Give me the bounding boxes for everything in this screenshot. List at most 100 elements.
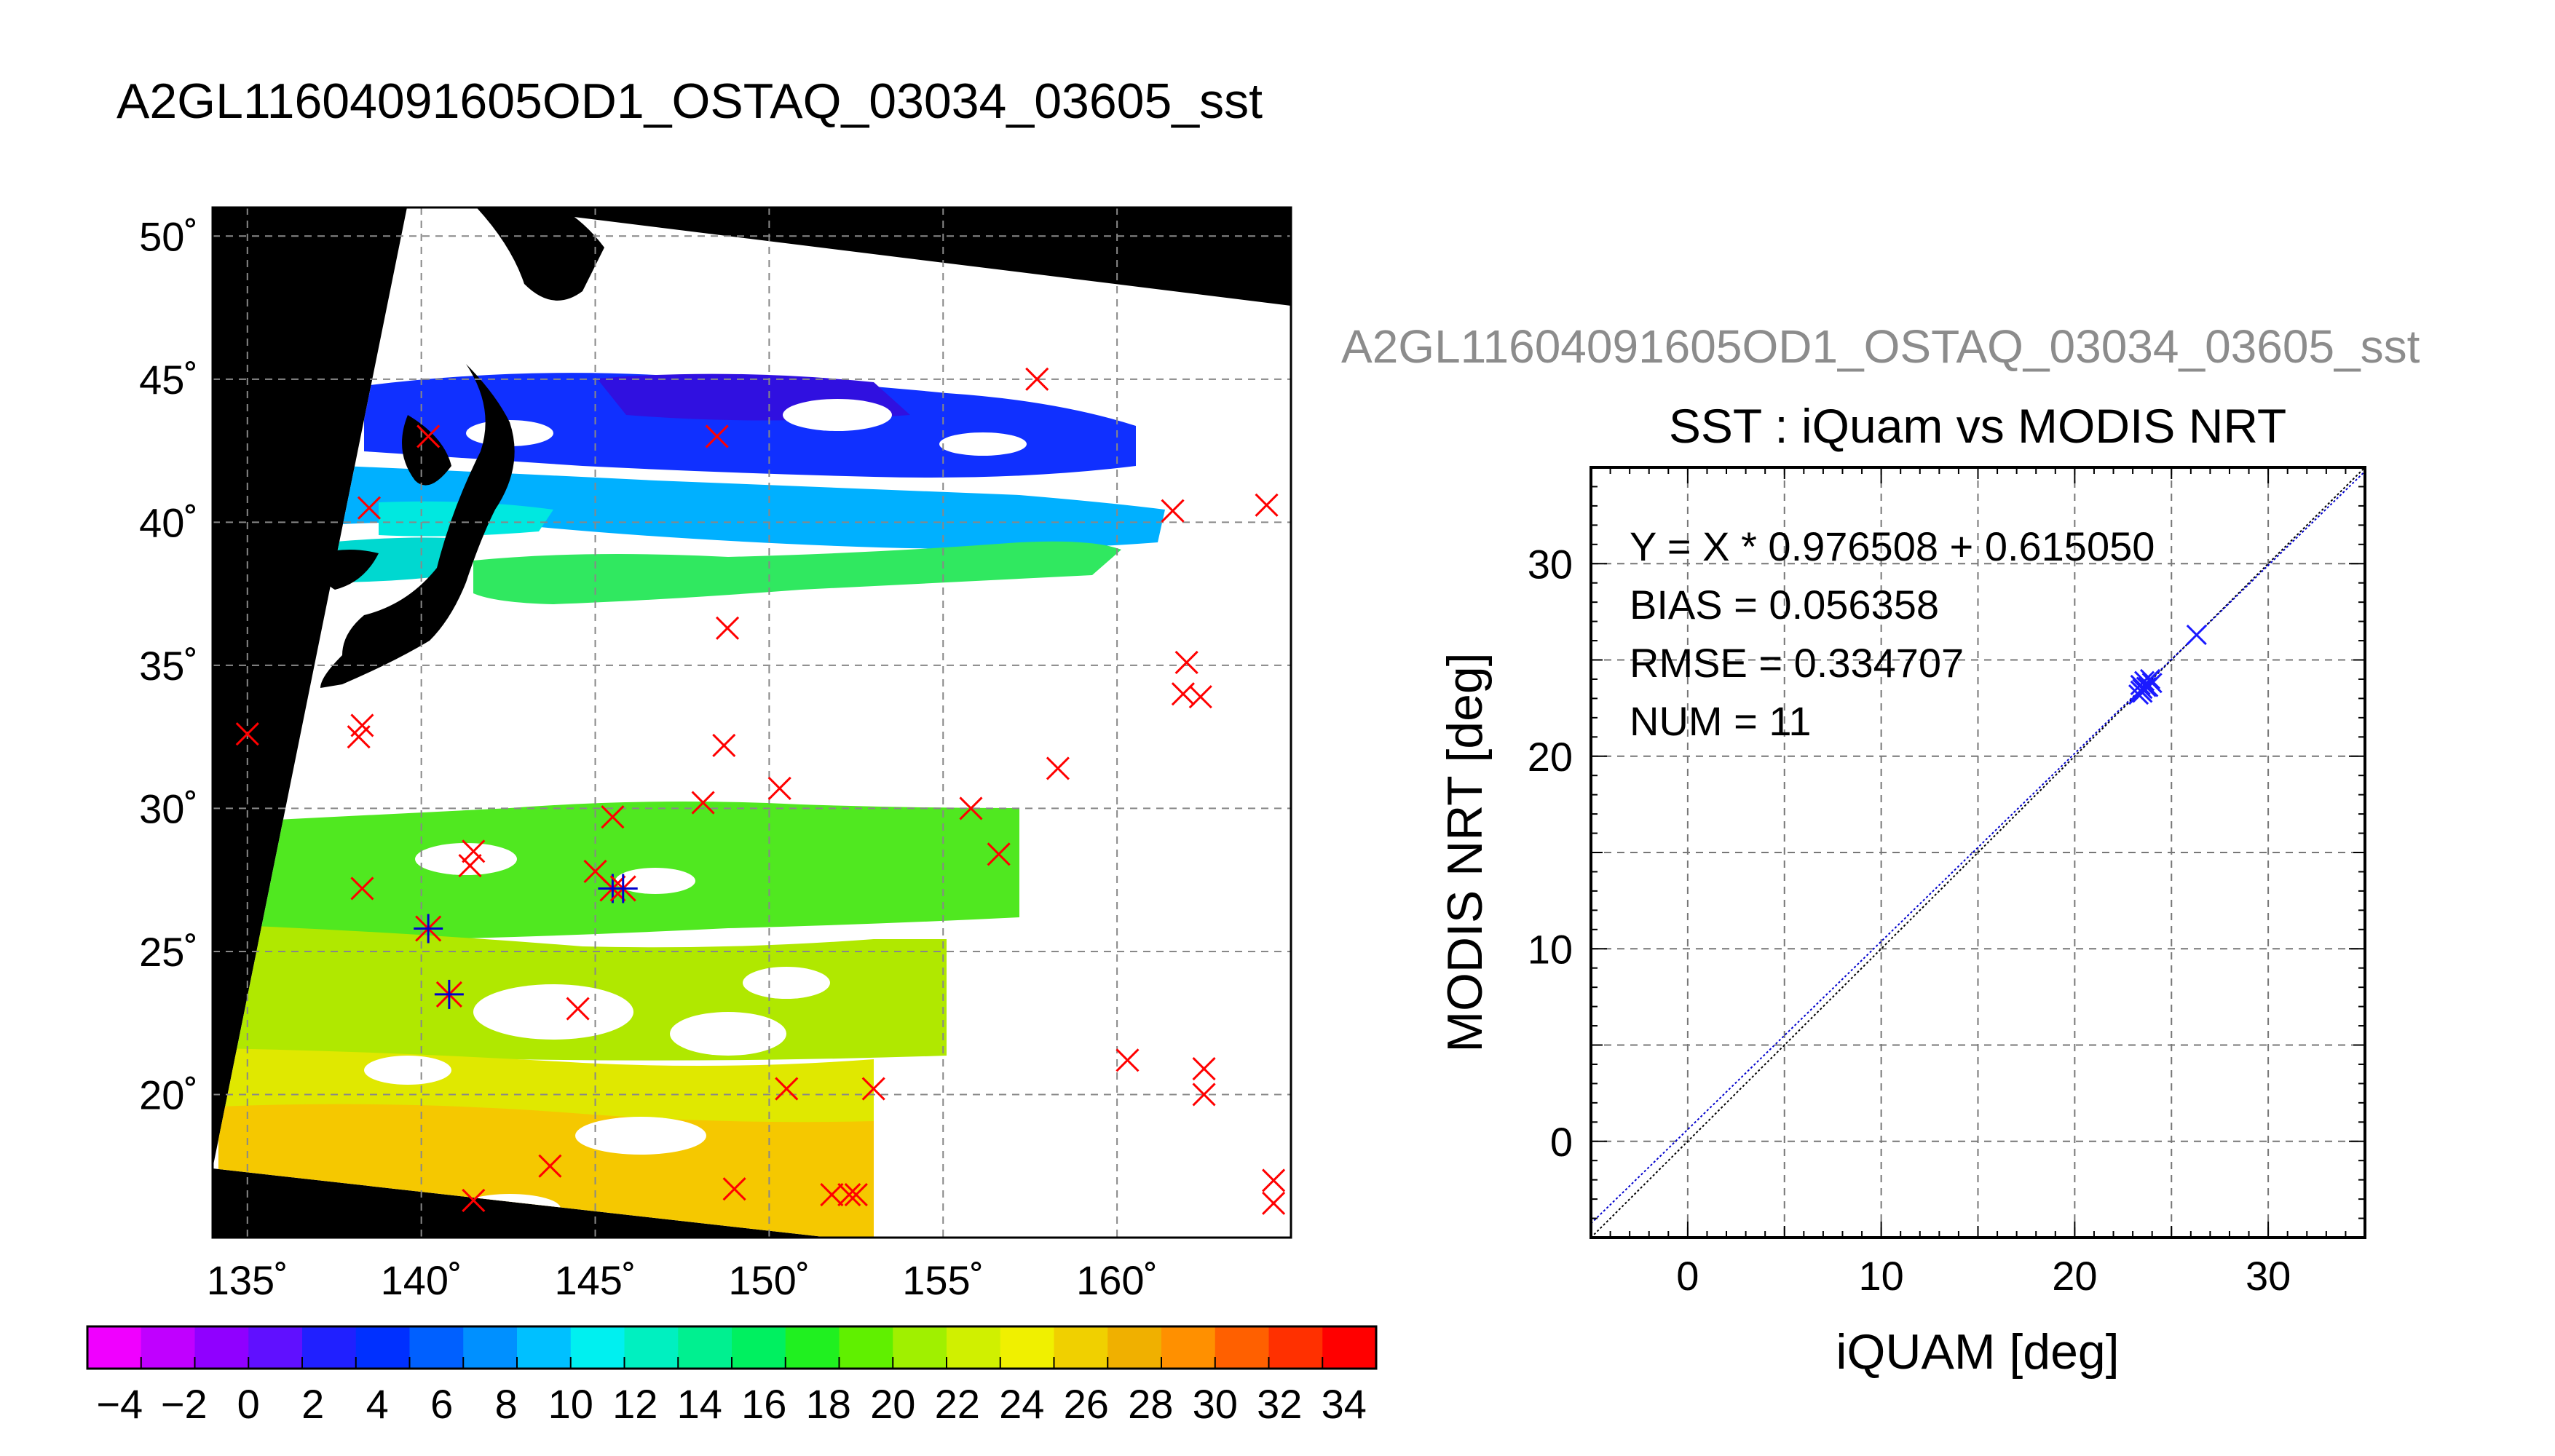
colorbar-label: 2 [301,1381,324,1427]
map-lon-tick-label: 135˚ [207,1257,288,1303]
map-marker-red-stroke [601,805,625,829]
colorbar-swatch [1107,1326,1162,1369]
map-marker-red [538,1154,562,1178]
scatter-xtick-label: 10 [1858,1253,1903,1299]
colorbar-label: 16 [741,1381,786,1427]
map-marker-red-stroke [1115,1048,1140,1072]
scatter-points [2128,625,2207,705]
colorbar-swatch [732,1326,786,1369]
colorbar-frame [86,1325,1378,1370]
land-honshu [320,364,515,688]
scatter-point-stroke [2186,625,2207,646]
map-marker-red-stroke [959,796,983,820]
map-marker-red [1174,650,1198,675]
map-marker-red-stroke [767,776,791,800]
map-marker-red [601,805,625,829]
map-marker-red-stroke [1255,493,1279,517]
map-lat-tick-label: 20˚ [139,1072,198,1117]
map-marker-red-stroke [1262,1191,1286,1215]
map-gridlines [213,207,1291,1238]
colorbar-swatch [1322,1326,1377,1369]
colorbar-swatch [355,1326,410,1369]
colorbar-swatch [409,1326,464,1369]
colorbar-swatch [1215,1326,1269,1369]
map-lat-tick-label: 25˚ [139,929,198,975]
colorbar-swatch [1268,1326,1323,1369]
map-lon-tick-label: 160˚ [1076,1257,1158,1303]
colorbar-swatch [141,1326,195,1369]
stat-fit: Y = X * 0.976508 + 0.615050 [1630,523,2155,569]
map-marker-red [767,776,791,800]
map-marker-red-stroke [538,1154,562,1178]
map-marker-red [775,1077,799,1101]
map-lon-tick-label: 150˚ [728,1257,810,1303]
scatter-point-stroke [2136,676,2157,697]
cloud-gap [783,399,892,431]
colorbar-label: −2 [161,1381,208,1427]
colorbar-swatch [1000,1326,1054,1369]
map-marker-red [462,1188,486,1212]
colorbar-label: 12 [612,1381,657,1427]
map-marker-red [1262,1191,1286,1215]
map-marker-red-stroke [844,1182,868,1207]
cloud-gap [615,868,695,894]
map-marker-red-stroke [722,1177,746,1201]
map-marker-red [1115,1048,1140,1072]
cloud-gap [575,1117,706,1155]
map-marker-red-stroke [350,713,374,737]
land-hokkaido [476,207,604,301]
map-marker-red-stroke [705,424,729,448]
map-marker-red-stroke [1161,499,1185,523]
scatter-point-stroke [2132,678,2153,700]
land-north-honshu [402,415,451,486]
main-title: A2GL11604091605OD1_OSTAQ_03034_03605_sst [117,74,1263,129]
map-lat-tick-label: 40˚ [139,499,198,545]
sst-band-green-south [218,802,1019,946]
map-marker-red-stroke [458,853,482,878]
map-marker-red-stroke [1188,685,1212,709]
map-marker-red-stroke [566,997,590,1021]
colorbar-swatch [463,1326,518,1369]
map-lon-tick-label: 145˚ [554,1257,636,1303]
colorbar-swatch [517,1326,572,1369]
map-marker-red [235,722,259,746]
map-marker-red-stroke [861,1077,885,1101]
map-marker-red-stroke [350,877,374,901]
colorbar-label: 10 [548,1381,593,1427]
map-markers [235,367,1286,1215]
scatter-ylabel: MODIS NRT [deg] [1437,652,1493,1052]
cloud-gap [939,432,1027,456]
map-marker-red-stroke [987,842,1011,866]
map-lat-tick-label: 45˚ [139,357,198,403]
map-lon-tick-label: 155˚ [902,1257,984,1303]
scatter-xtick-label: 0 [1676,1253,1699,1299]
colorbar-label: 4 [366,1381,389,1427]
cloud-gap [364,1056,451,1085]
map-marker-red-stroke [583,859,607,883]
map-marker-red [462,839,486,863]
map-marker-red [1046,756,1070,780]
scatter-ytick-label: 30 [1528,541,1573,587]
colorbar-swatch [87,1326,142,1369]
map-marker-red [844,1182,868,1207]
map-marker-red-stroke [1192,1057,1216,1081]
map-marker-red [722,1177,746,1201]
map-marker-red [837,1182,861,1207]
map-marker-match-blue [414,914,443,943]
stat-rmse: RMSE = 0.334707 [1630,640,1964,686]
map-marker-red-stroke [691,791,715,815]
scatter-xlabel: iQUAM [deg] [1836,1324,2119,1380]
fit-line [1591,470,2365,1224]
map-marker-red-stroke [357,496,382,520]
map-marker-red [1025,367,1049,391]
map-marker-red-stroke [820,1182,844,1207]
map-marker-red [1188,685,1212,709]
map-marker-red-stroke [1174,650,1198,675]
scatter-ytick-label: 20 [1528,734,1573,780]
colorbar-swatch [839,1326,893,1369]
scatter-header: A2GL11604091605OD1_OSTAQ_03034_03605_sst [1341,320,2420,373]
land-kyushu [320,550,379,590]
colorbar-label: 6 [430,1381,453,1427]
scatter-plot: 0 10 20 30 0 10 20 30 Y = X * 0.976508 + 0.6150… [1437,466,2366,1380]
